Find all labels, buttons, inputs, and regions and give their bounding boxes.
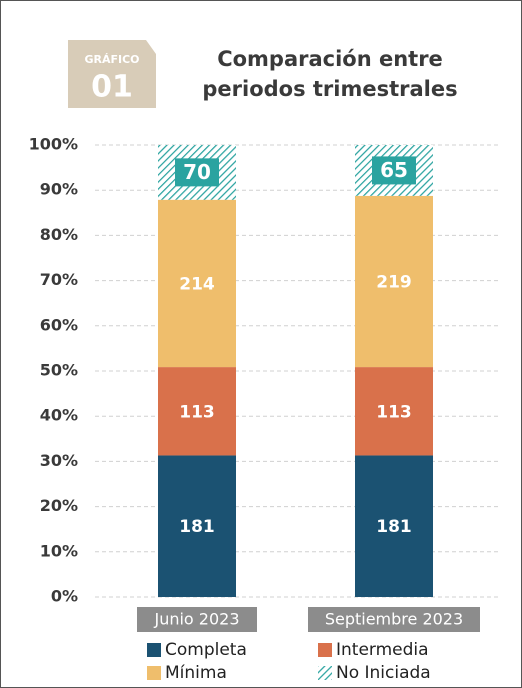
legend-swatch (147, 666, 161, 680)
badge-number: 01 (91, 70, 133, 105)
y-tick-label: 30% (40, 451, 78, 470)
legend-swatch (147, 643, 161, 657)
badge-label: GRÁFICO (84, 53, 139, 66)
legend-label: Mínima (165, 663, 227, 683)
data-label: 65 (380, 158, 408, 182)
legend-swatch (318, 643, 332, 657)
y-tick-label: 50% (40, 361, 78, 380)
y-tick-label: 90% (40, 180, 78, 199)
legend-swatch (318, 666, 332, 680)
data-label: 214 (179, 274, 215, 294)
y-tick-label: 60% (40, 315, 78, 334)
bar-segment (355, 367, 433, 456)
x-tick-label: Septiembre 2023 (325, 610, 463, 629)
y-tick-label: 70% (40, 270, 78, 289)
data-label: 70 (183, 160, 211, 184)
bar-segment (158, 199, 236, 368)
badge (68, 40, 156, 108)
y-tick-label: 0% (51, 587, 78, 606)
data-label-box (372, 156, 416, 185)
y-tick-label: 40% (40, 406, 78, 425)
legend-label: No Iniciada (336, 663, 431, 683)
y-tick-label: 100% (29, 135, 78, 154)
bar-segment (158, 455, 236, 597)
y-tick-label: 20% (40, 496, 78, 515)
legend-label: Completa (165, 640, 247, 660)
bar-segment (158, 367, 236, 456)
bar-segment (355, 455, 433, 597)
data-label-box (175, 158, 219, 187)
x-label-box (308, 607, 480, 632)
data-label: 113 (376, 402, 412, 422)
y-tick-label: 80% (40, 225, 78, 244)
data-label: 219 (376, 272, 412, 292)
x-label-box (137, 607, 257, 632)
chart-title: Comparación entre (217, 47, 443, 71)
y-tick-label: 10% (40, 541, 78, 560)
data-label: 113 (179, 402, 215, 422)
data-label: 181 (179, 517, 215, 537)
bar-segment (355, 195, 433, 368)
chart-title: periodos trimestrales (202, 77, 457, 101)
data-label: 181 (376, 517, 412, 537)
x-tick-label: Junio 2023 (153, 610, 239, 629)
legend-label: Intermedia (336, 640, 429, 660)
